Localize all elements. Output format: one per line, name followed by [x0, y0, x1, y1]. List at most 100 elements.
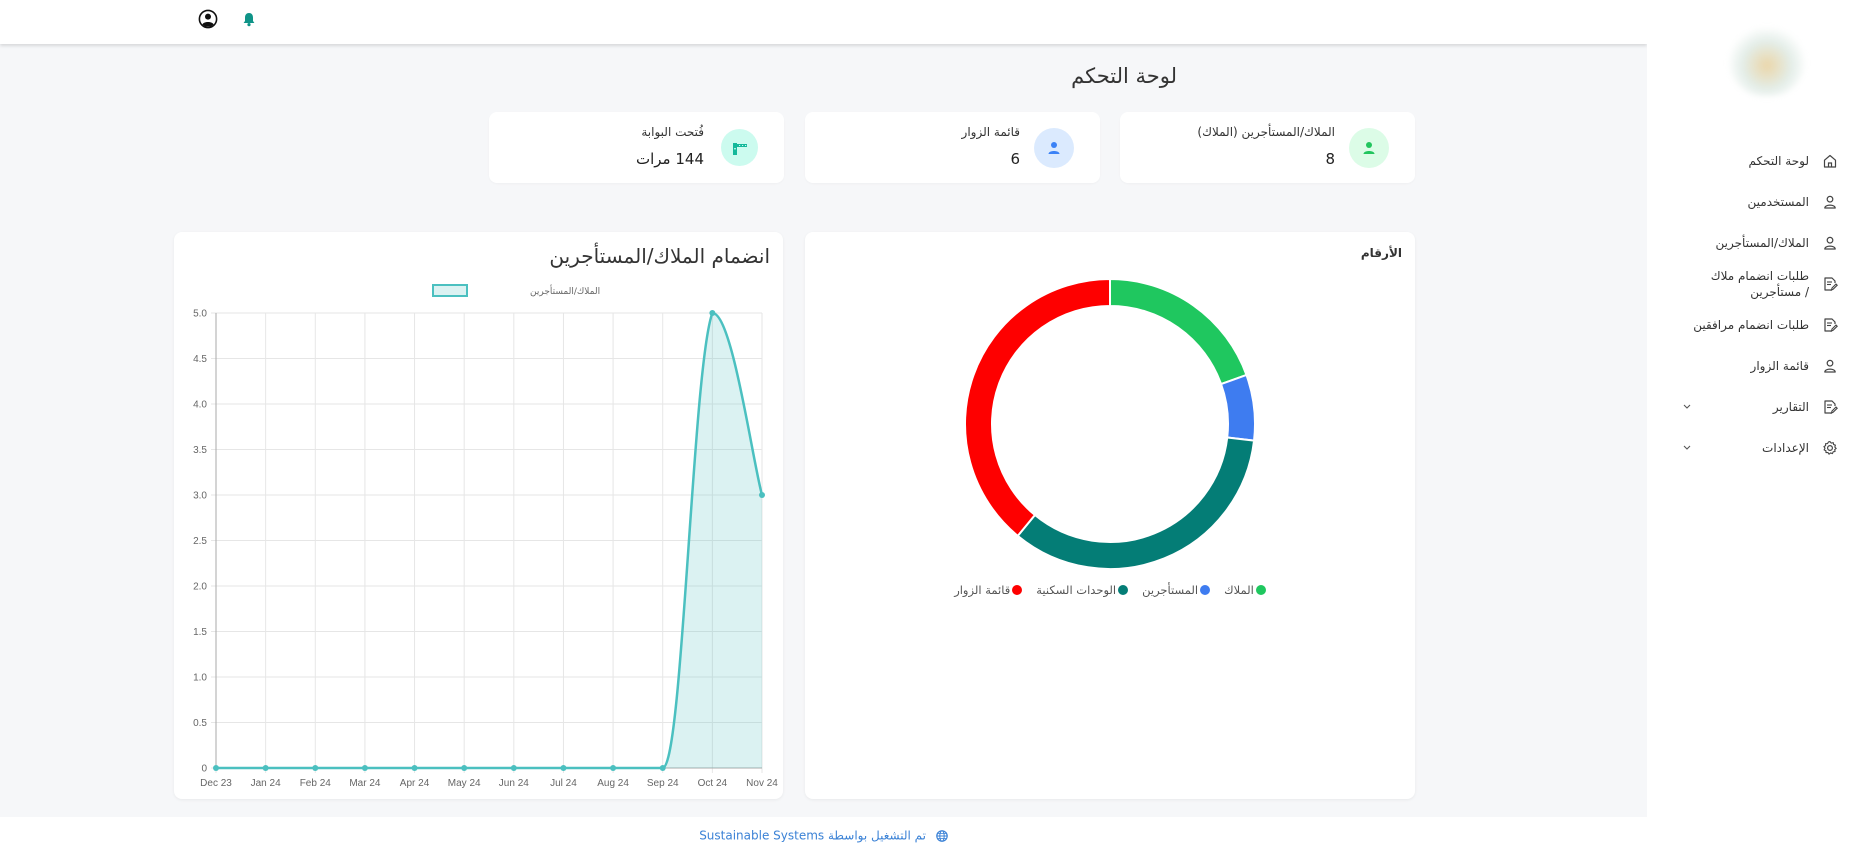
- data-point[interactable]: [560, 765, 567, 771]
- chart-legend: الملاك المستأجرين الوحدات السكنية قائمة الز…: [805, 583, 1415, 597]
- sidebar-item-7[interactable]: التقارير: [1647, 386, 1855, 427]
- gear-icon: [1821, 439, 1839, 457]
- legend-item[interactable]: المستأجرين: [1142, 583, 1211, 597]
- legend-item[interactable]: الملاك: [1224, 583, 1266, 597]
- panel-title: الأرقام: [1360, 246, 1402, 260]
- data-point[interactable]: [610, 765, 617, 771]
- x-tick-label: Sep 24: [647, 778, 679, 789]
- y-tick-label: 4.5: [193, 354, 207, 365]
- legend-dot: [1255, 585, 1266, 595]
- sidebar: لوحة التحكم المستخدمين الملاك/المستأجرين طل…: [1647, 0, 1855, 850]
- top-bar: [0, 0, 1647, 44]
- logo-image[interactable]: [1729, 28, 1805, 96]
- home-icon: [1821, 152, 1839, 170]
- legend-item[interactable]: الوحدات السكنية: [1036, 583, 1129, 597]
- data-point[interactable]: [759, 492, 765, 498]
- data-point[interactable]: [411, 765, 418, 771]
- user-icon: [1821, 193, 1839, 211]
- data-point[interactable]: [510, 765, 517, 771]
- user-icon: [1821, 357, 1839, 375]
- y-tick-label: 4.0: [193, 400, 207, 411]
- chevron-down-icon[interactable]: [1683, 442, 1691, 453]
- legend-label: الملاك/المستأجرين: [530, 284, 600, 297]
- data-point[interactable]: [312, 765, 319, 771]
- y-tick-label: 0: [201, 764, 207, 775]
- x-tick-label: Jan 24: [251, 778, 281, 789]
- y-tick-label: 3.0: [193, 491, 207, 502]
- sidebar-item-label: قائمة الزوار: [1750, 358, 1809, 373]
- x-tick-label: May 24: [448, 778, 481, 789]
- stat-card-gate: فُتحت البوابة 144 مرات: [489, 112, 784, 183]
- data-point[interactable]: [659, 765, 666, 771]
- data-point[interactable]: [361, 765, 368, 771]
- y-tick-label: 5.0: [193, 309, 207, 320]
- x-tick-label: Dec 23: [200, 778, 232, 789]
- doughnut-chart[interactable]: [960, 274, 1260, 574]
- x-tick-label: Feb 24: [300, 778, 332, 789]
- sidebar-item-label: الملاك/المستأجرين: [1715, 235, 1809, 250]
- sidebar-item-3[interactable]: الملاك/المستأجرين: [1647, 222, 1855, 263]
- sidebar-item-1[interactable]: لوحة التحكم: [1647, 140, 1855, 181]
- footer-text[interactable]: تم التشغيل بواسطة Sustainable Systems: [699, 828, 926, 843]
- sidebar-item-label: طلبات انضمام ملاك / مستأجرين: [1710, 268, 1809, 299]
- sidebar-item-4[interactable]: طلبات انضمام ملاك / مستأجرين: [1647, 263, 1855, 304]
- y-tick-label: 1.5: [193, 627, 207, 638]
- page-title: لوحة التحكم: [1071, 64, 1177, 88]
- doughnut-segment[interactable]: [1219, 373, 1256, 442]
- legend-swatch: [432, 284, 468, 297]
- y-tick-label: 2.0: [193, 582, 207, 593]
- data-point[interactable]: [262, 765, 269, 771]
- stat-card-owners: الملاك/المستأجرين (الملاك) 8: [1120, 112, 1415, 183]
- doughnut-segment[interactable]: [1109, 277, 1248, 386]
- user-icon: [1034, 128, 1074, 168]
- sidebar-item-label: التقارير: [1772, 399, 1809, 414]
- bell-icon[interactable]: [238, 8, 260, 30]
- x-tick-label: Jun 24: [499, 778, 529, 789]
- legend-item[interactable]: قائمة الزوار: [954, 583, 1023, 597]
- stat-value: 144 مرات: [635, 150, 704, 168]
- user-circle-icon[interactable]: [197, 8, 219, 30]
- legend-label: الملاك: [1224, 583, 1254, 597]
- sidebar-item-6[interactable]: قائمة الزوار: [1647, 345, 1855, 386]
- gate-barrier-icon: [721, 129, 758, 166]
- y-tick-label: 3.5: [193, 445, 207, 456]
- legend-label: قائمة الزوار: [954, 583, 1011, 597]
- data-point[interactable]: [461, 765, 468, 771]
- chevron-down-icon[interactable]: [1683, 401, 1691, 412]
- edit-document-icon: [1821, 316, 1839, 334]
- stat-card-visitors: قائمة الزوار 6: [805, 112, 1100, 183]
- y-tick-label: 1.0: [193, 673, 207, 684]
- stat-value: 6: [1010, 150, 1020, 168]
- stat-label: قائمة الزوار: [961, 125, 1020, 139]
- y-tick-label: 0.5: [193, 718, 207, 729]
- legend-dot: [1118, 585, 1129, 595]
- sidebar-item-label: المستخدمين: [1747, 194, 1809, 209]
- data-point[interactable]: [213, 765, 219, 771]
- join-chart-panel: انضمام الملاك/المستأجرين 0 0.5 1.0 1.5 2.0 2.…: [174, 232, 783, 799]
- edit-document-icon: [1821, 275, 1839, 293]
- doughnut-segment[interactable]: [1016, 436, 1256, 570]
- legend-label: الوحدات السكنية: [1036, 583, 1117, 597]
- sidebar-item-5[interactable]: طلبات انضمام مرافقين: [1647, 304, 1855, 345]
- globe-icon: [926, 829, 948, 843]
- x-tick-label: Jul 24: [550, 778, 577, 789]
- x-tick-label: Oct 24: [698, 778, 728, 789]
- numbers-panel: الأرقام الملاك المستأجرين الوحدات السكنية ق…: [805, 232, 1415, 799]
- legend-dot: [1012, 585, 1023, 595]
- line-chart[interactable]: 0 0.5 1.0 1.5 2.0 2.5 3.0 3.5 4.0 4.5 5.0 Dec 23 Jan…: [174, 282, 783, 799]
- y-tick-label: 2.5: [193, 536, 207, 547]
- sidebar-item-label: لوحة التحكم: [1748, 153, 1810, 168]
- data-point[interactable]: [709, 310, 716, 316]
- stat-value: 8: [1325, 150, 1335, 168]
- sidebar-item-label: طلبات انضمام مرافقين: [1693, 317, 1809, 332]
- user-icon: [1349, 128, 1389, 168]
- legend-dot: [1200, 585, 1211, 595]
- doughnut-segment[interactable]: [964, 277, 1111, 538]
- main-content: لوحة التحكم الملاك/المستأجرين (الملاك) 8…: [0, 0, 1647, 843]
- footer: تم التشغيل بواسطة Sustainable Systems: [0, 828, 1647, 843]
- stat-label: فُتحت البوابة: [641, 125, 704, 139]
- x-tick-label: Apr 24: [400, 778, 430, 789]
- x-tick-label: Mar 24: [349, 778, 381, 789]
- sidebar-item-2[interactable]: المستخدمين: [1647, 181, 1855, 222]
- sidebar-item-8[interactable]: الإعدادات: [1647, 427, 1855, 468]
